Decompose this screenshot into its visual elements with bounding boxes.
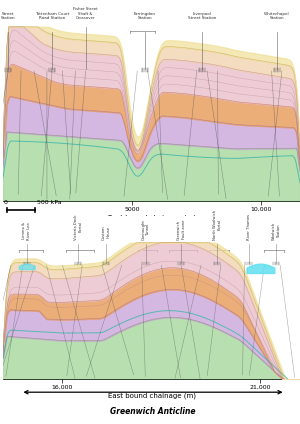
Text: North Woolwich
Portal: North Woolwich Portal [212, 209, 221, 240]
Text: Greenwich
Fault zone: Greenwich Fault zone [177, 220, 185, 240]
Text: Whitechapel
Station: Whitechapel Station [264, 12, 290, 20]
Text: Farringdon
Station: Farringdon Station [134, 12, 156, 20]
Text: River Thames: River Thames [247, 214, 250, 240]
Text: Connaught
Tunnel: Connaught Tunnel [141, 219, 150, 240]
Text: Liverpool
Street Station: Liverpool Street Station [188, 12, 216, 20]
Text: Street
Station: Street Station [1, 12, 16, 20]
Text: Woolwich
Station: Woolwich Station [272, 221, 280, 240]
Text: Custom
House: Custom House [102, 225, 110, 240]
Text: Fisher Street
Shaft &
Crossover: Fisher Street Shaft & Crossover [73, 7, 98, 20]
X-axis label: East bound chainage (m): East bound chainage (m) [107, 215, 196, 221]
Text: Victoria Dock
Portal: Victoria Dock Portal [74, 214, 82, 240]
X-axis label: East bound chainage (m): East bound chainage (m) [107, 393, 196, 399]
Text: Tottenham Court
Road Station: Tottenham Court Road Station [35, 12, 69, 20]
Text: Greenwich Anticline: Greenwich Anticline [110, 407, 196, 416]
Text: 500 kPa: 500 kPa [37, 201, 62, 205]
Text: 0: 0 [4, 201, 8, 205]
Text: Limmo &
River Lea: Limmo & River Lea [22, 222, 31, 240]
